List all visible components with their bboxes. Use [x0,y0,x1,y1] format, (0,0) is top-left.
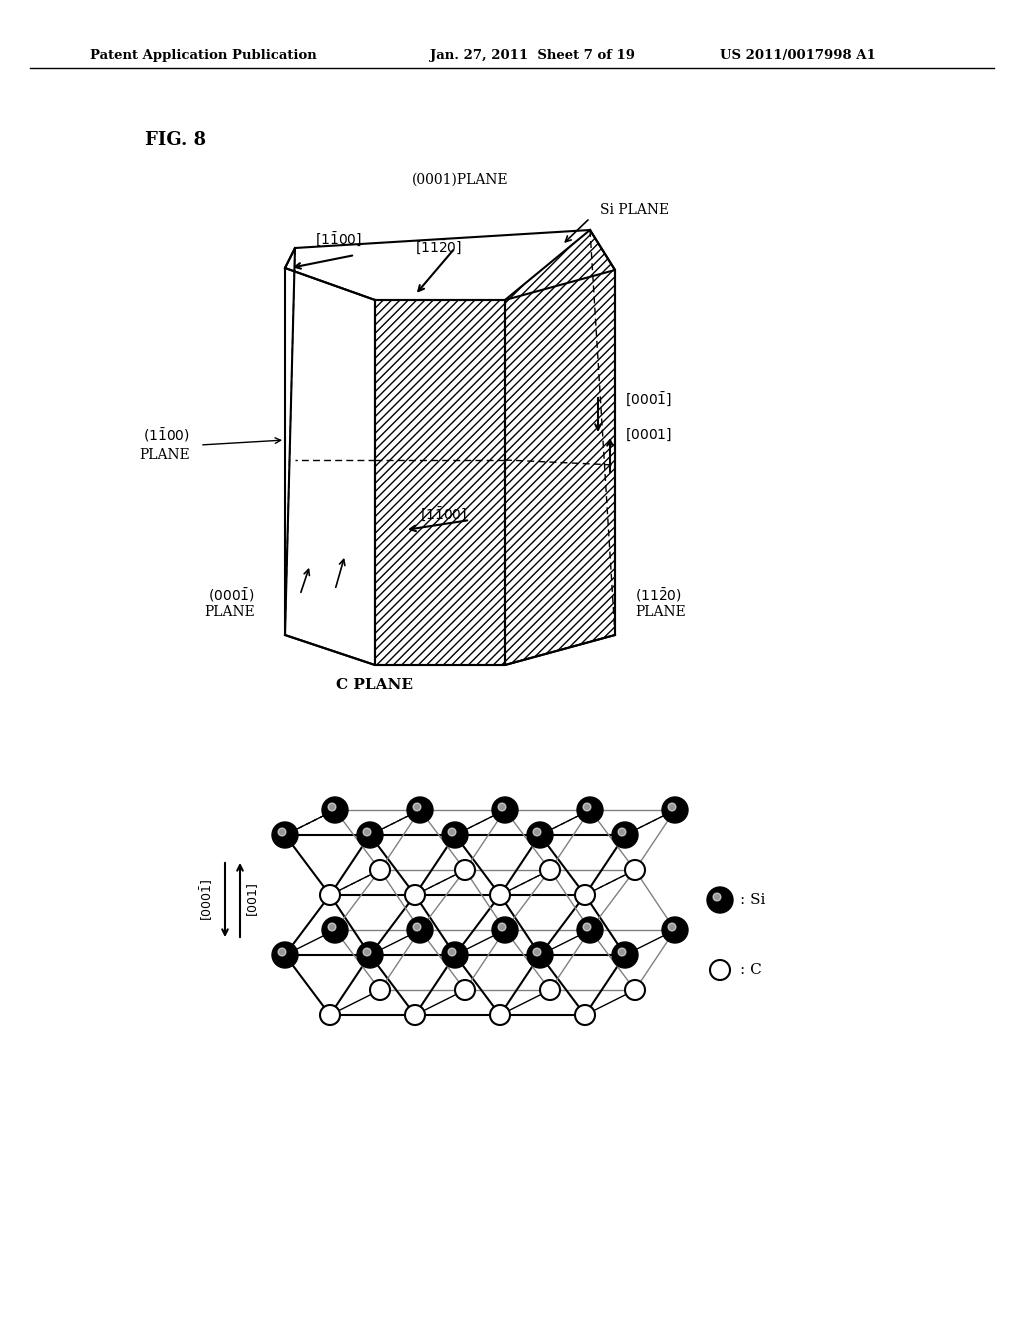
Text: $[001]$: $[001]$ [245,883,260,917]
Circle shape [370,979,390,1001]
Text: $[000\bar{1}]$: $[000\bar{1}]$ [199,879,215,921]
Circle shape [540,979,560,1001]
Text: US 2011/0017998 A1: US 2011/0017998 A1 [720,49,876,62]
Text: $[0001]$: $[0001]$ [625,426,672,444]
Circle shape [618,828,626,836]
Circle shape [357,822,383,847]
Circle shape [328,803,336,810]
Circle shape [370,861,390,880]
Text: FIG. 8: FIG. 8 [145,131,206,149]
Circle shape [492,917,518,942]
Circle shape [707,887,733,913]
Circle shape [498,923,506,931]
Circle shape [492,797,518,822]
Circle shape [455,979,475,1001]
Text: C PLANE: C PLANE [337,678,414,692]
Text: : C: : C [740,964,762,977]
Circle shape [625,861,645,880]
Circle shape [364,948,371,956]
Circle shape [279,948,286,956]
Text: $(11\bar{2}0)$: $(11\bar{2}0)$ [635,586,682,605]
Circle shape [364,828,371,836]
Circle shape [279,828,286,836]
Circle shape [442,942,468,968]
Circle shape [322,917,348,942]
Circle shape [540,861,560,880]
Circle shape [490,884,510,906]
Circle shape [710,960,730,979]
Text: : Si: : Si [740,894,765,907]
Text: $(1\bar{1}00)$: $(1\bar{1}00)$ [143,426,190,444]
Circle shape [272,942,298,968]
Text: (0001)PLANE: (0001)PLANE [412,173,508,187]
Circle shape [455,861,475,880]
Circle shape [583,803,591,810]
Circle shape [272,822,298,847]
Circle shape [662,917,688,942]
Circle shape [534,948,541,956]
Circle shape [575,1005,595,1026]
Circle shape [583,923,591,931]
Circle shape [490,1005,510,1026]
Circle shape [406,884,425,906]
Circle shape [713,894,721,900]
Circle shape [449,828,456,836]
Circle shape [407,797,433,822]
Circle shape [577,917,603,942]
Circle shape [618,948,626,956]
Circle shape [357,942,383,968]
Circle shape [612,822,638,847]
Circle shape [577,797,603,822]
Circle shape [413,803,421,810]
Circle shape [662,797,688,822]
Text: Si PLANE: Si PLANE [600,203,669,216]
Circle shape [612,942,638,968]
Text: $[000\bar{1}]$: $[000\bar{1}]$ [625,391,672,409]
Circle shape [328,923,336,931]
Circle shape [668,923,676,931]
Text: PLANE: PLANE [204,605,255,619]
Text: $[1\bar{1}00]$: $[1\bar{1}00]$ [420,506,467,524]
Circle shape [319,1005,340,1026]
Circle shape [498,803,506,810]
Circle shape [527,822,553,847]
Text: $[11\bar{2}0]$: $[11\bar{2}0]$ [415,239,462,257]
Circle shape [534,828,541,836]
Circle shape [407,917,433,942]
Text: Jan. 27, 2011  Sheet 7 of 19: Jan. 27, 2011 Sheet 7 of 19 [430,49,635,62]
Circle shape [527,942,553,968]
Circle shape [575,884,595,906]
Text: PLANE: PLANE [139,447,190,462]
Text: $(000\bar{1})$: $(000\bar{1})$ [208,586,255,605]
Circle shape [322,797,348,822]
Circle shape [406,1005,425,1026]
Text: PLANE: PLANE [635,605,686,619]
Circle shape [625,979,645,1001]
Circle shape [449,948,456,956]
Circle shape [442,822,468,847]
Circle shape [668,803,676,810]
Text: Patent Application Publication: Patent Application Publication [90,49,316,62]
Text: $[1\bar{1}00]$: $[1\bar{1}00]$ [315,231,362,249]
Circle shape [319,884,340,906]
Circle shape [413,923,421,931]
